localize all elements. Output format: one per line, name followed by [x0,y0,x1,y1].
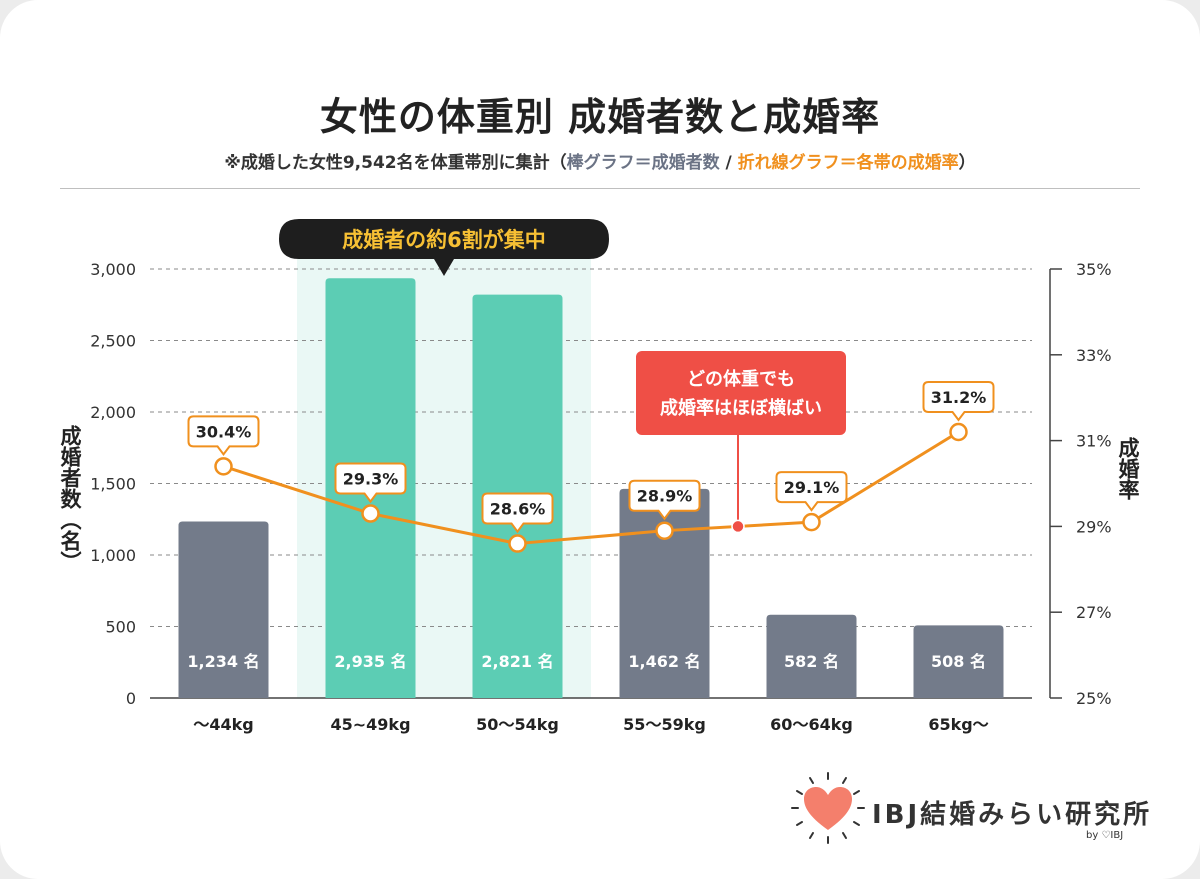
x-tick-label: 45~49kg [330,715,410,734]
x-tick-label: 60～64kg [770,715,853,734]
bar-value-label: 2,821 名 [481,652,553,671]
callout-dot [731,519,745,534]
callout-text-line1: どの体重でも [687,368,795,390]
callout-text-line2: 成婚率はほぼ横ばい [660,397,822,419]
rate-point [949,422,968,442]
rate-label: 29.1% [784,478,840,497]
y-tick-label: 1,000 [90,546,136,565]
rate-label: 28.6% [490,500,546,519]
logo-text: IBJ結婚みらい研究所 [872,800,1153,830]
x-tick-label: 50～54kg [476,715,559,734]
y2-tick-label: 31% [1076,432,1112,451]
y-tick-label: 2,500 [90,332,136,351]
rate-label-bubble [334,462,407,504]
bar-value-label: 1,462 名 [628,652,700,671]
bar [913,625,1004,698]
x-tick-label: 55～59kg [623,715,706,734]
x-tick-label: 65kg～ [928,715,988,734]
rate-label: 28.9% [637,487,693,506]
rate-label: 29.3% [343,470,399,489]
y-tick-label: 2,000 [90,403,136,422]
rate-label-bubble [481,492,554,534]
rate-point [361,504,380,523]
y2-axis-title: 成婚率 [1116,436,1140,501]
highlight-badge [279,219,609,276]
bar-value-label: 582 名 [784,652,839,671]
rate-label-bubble [775,471,848,512]
chart-title: 女性の体重別 成婚者数と成婚率 [319,95,881,139]
rate-point [655,521,674,540]
rate-point [508,534,527,553]
y2-tick-label: 35% [1076,260,1112,279]
rate-label: 31.2% [931,388,987,407]
bar-value-label: 508 名 [931,652,986,671]
callout-box [636,351,846,435]
y2-tick-label: 27% [1076,603,1112,622]
divider [60,188,1140,189]
y-tick-label: 500 [105,618,136,637]
y2-tick-label: 33% [1076,346,1112,365]
bar [619,488,710,698]
heart-logo-icon [791,772,865,844]
y-tick-label: 3,000 [90,260,136,279]
subtitle-line-note: 折れ線グラフ＝各帯の成婚率 [737,153,959,173]
logo-by: by ♡IBJ [1086,830,1124,841]
rate-label-bubble [922,381,995,422]
bar [766,614,857,698]
bar [178,521,269,698]
subtitle-suffix: ） [958,153,976,173]
highlight-badge-text: 成婚者の約6割が集中 [342,228,546,252]
y-axis-title: 成婚者数（名） [58,424,82,572]
rate-line [223,430,960,546]
rate-label: 30.4% [196,422,252,441]
subtitle-prefix: ※成婚した女性9,542名を体重帯別に集計（ [224,153,567,173]
subtitle-bar-note: 棒グラフ＝成婚者数 [566,153,720,173]
rate-point [802,512,821,532]
logo: IBJ結婚みらい研究所 by ♡IBJ [790,770,1150,860]
rate-label-bubble [187,415,260,457]
chart-subtitle: ※成婚した女性9,542名を体重帯別に集計（棒グラフ＝成婚者数 / 折れ線グラフ… [0,148,1200,173]
y2-tick-label: 25% [1076,689,1112,708]
y2-tick-label: 29% [1076,517,1112,536]
rate-point [214,457,233,476]
x-tick-label: ～44kg [193,715,253,734]
bar-value-label: 1,234 名 [187,652,259,671]
rate-label-bubble [628,479,701,521]
y-tick-label: 1,500 [90,475,136,494]
bar-value-label: 2,935 名 [334,652,406,671]
y-tick-label: 0 [126,689,136,708]
subtitle-sep: / [719,153,738,173]
